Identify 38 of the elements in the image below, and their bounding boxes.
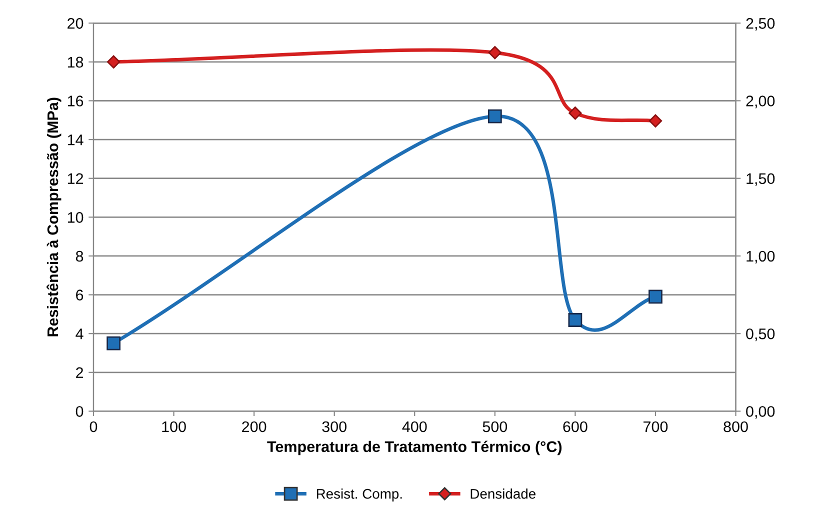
y2-tick-label: 0,00	[746, 406, 775, 419]
y2-tick-label: 1,50	[746, 173, 775, 186]
x-tick-label: 200	[242, 421, 266, 432]
y-tick-label: 18	[68, 56, 84, 68]
x-tick-label: 0	[90, 421, 98, 432]
y-tick-label: 16	[68, 96, 84, 106]
point	[648, 290, 662, 304]
y-tick-label: 0	[76, 406, 84, 417]
y-tick-label: 8	[76, 250, 84, 262]
legend-label: Resist. Comp.	[316, 488, 402, 502]
x-tick-label: 100	[162, 421, 186, 432]
y2-tick-label: 1,00	[746, 250, 775, 264]
legend-label: Densidade	[470, 488, 536, 499]
y2-tick-label: 2,50	[746, 18, 775, 31]
x-axis-title: Temperatura de Tratamento Térmico (°C)	[267, 440, 562, 456]
y-tick-label: 2	[76, 367, 84, 378]
point	[488, 109, 502, 124]
y-axis-title: Resistência à Compressão (MPa)	[46, 98, 62, 336]
point	[106, 55, 120, 69]
x-tick-label: 800	[724, 421, 748, 432]
point	[488, 46, 502, 60]
y2-tick-label: 2,00	[746, 96, 775, 108]
y-tick-label: 10	[68, 212, 84, 223]
y-tick-label: 20	[68, 18, 84, 29]
y-tick-label: 4	[76, 328, 84, 340]
y2-tick-label: 0,50	[746, 328, 775, 342]
x-tick-label: 400	[402, 421, 427, 432]
point	[106, 336, 121, 350]
x-tick-label: 300	[322, 421, 346, 432]
x-tick-label: 500	[482, 421, 508, 432]
x-tick-label: 700	[644, 421, 668, 432]
x-tick-label: 600	[563, 421, 588, 432]
point	[648, 114, 662, 128]
y-tick-label: 14	[68, 134, 84, 146]
y-tick-label: 6	[76, 290, 84, 300]
y-tick-label: 12	[68, 173, 84, 184]
point	[568, 313, 582, 327]
point	[568, 106, 582, 120]
